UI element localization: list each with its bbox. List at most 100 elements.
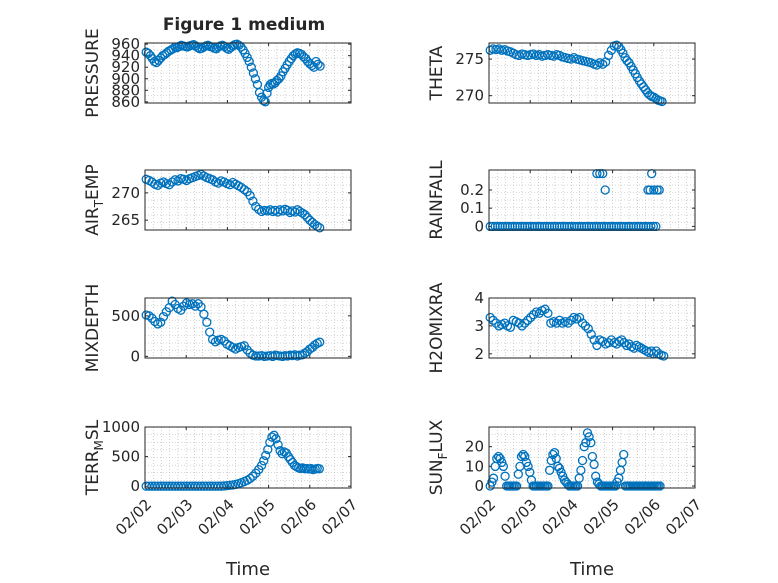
data-point	[549, 447, 560, 458]
data-point	[181, 481, 192, 491]
y-axis-label-main: PRESSURE	[83, 28, 103, 117]
data-point	[659, 351, 669, 361]
data-point	[290, 49, 301, 59]
data-point	[586, 329, 596, 339]
series-h2omixra	[485, 304, 669, 361]
data-point	[250, 74, 261, 84]
data-point	[248, 471, 258, 481]
panel-air_temp: 265 270 AIRTEMP	[83, 164, 352, 236]
data-point	[598, 336, 608, 346]
data-point	[525, 312, 536, 323]
y-tick-label: 275	[455, 50, 484, 68]
axes-frame	[144, 426, 352, 489]
y-tick-label: 4	[474, 289, 484, 307]
y-axis-label: SUNFLUX	[427, 419, 450, 495]
x-tick-label: 02/05	[580, 496, 623, 539]
y-axis-label-sub: M	[92, 440, 106, 450]
x-tick-label: 02/06	[277, 496, 320, 539]
y-tick-label: 880	[111, 81, 140, 99]
y-axis-label: MIXDEPTH	[83, 284, 103, 373]
data-point	[518, 449, 528, 460]
data-point	[618, 48, 628, 58]
data-point	[576, 465, 586, 475]
y-axis-label-main: AIR	[83, 207, 103, 236]
y-axis-label: TERRMSL	[83, 419, 106, 496]
data-point	[589, 459, 599, 470]
data-point	[310, 340, 320, 350]
data-point	[245, 473, 255, 484]
series-sun_flux	[485, 428, 665, 491]
data-point	[591, 471, 601, 481]
data-point	[225, 180, 235, 190]
data-point	[193, 481, 203, 491]
y-tick-label: 0	[474, 477, 484, 495]
data-point	[517, 321, 527, 331]
data-point	[546, 455, 556, 466]
data-point	[655, 481, 665, 491]
data-point	[213, 178, 223, 188]
data-point	[245, 348, 255, 358]
panel-theta: 270 275 THETA	[427, 40, 696, 107]
data-point	[523, 315, 533, 325]
data-point	[657, 96, 667, 107]
data-point	[498, 461, 509, 472]
x-tick-label: 02/03	[497, 496, 540, 539]
data-point	[158, 311, 169, 322]
data-point	[579, 442, 589, 452]
data-point	[554, 315, 565, 325]
data-point	[574, 312, 585, 323]
y-axis-label-main: SUN	[427, 459, 447, 495]
y-axis-label-main: H2OMIXRA	[427, 282, 447, 373]
data-point	[543, 308, 553, 318]
axes-frame	[144, 169, 352, 231]
y-tick-label: 265	[111, 211, 140, 229]
data-point	[528, 310, 539, 320]
y-tick-label: 0	[130, 477, 140, 495]
data-point	[261, 450, 271, 461]
data-point	[485, 312, 495, 323]
data-point	[199, 309, 209, 319]
y-axis-label: AIRTEMP	[83, 164, 106, 235]
data-point	[563, 318, 573, 328]
data-point	[236, 182, 247, 193]
data-point	[315, 61, 325, 71]
axes-frame	[488, 297, 696, 359]
axes-frame	[488, 426, 696, 489]
x-tick-label: 02/02	[456, 496, 499, 539]
data-point	[598, 59, 608, 69]
data-point	[246, 62, 256, 72]
y-tick-label: 960	[111, 35, 140, 53]
data-point	[314, 464, 324, 474]
data-point	[589, 335, 599, 345]
y-axis-label-tail: SL	[83, 419, 103, 440]
data-point	[523, 461, 533, 472]
data-point	[187, 299, 198, 309]
x-tick-label: 02/04	[538, 496, 581, 539]
data-point	[262, 88, 272, 98]
data-point	[239, 184, 249, 195]
data-point	[260, 97, 270, 107]
data-point	[265, 79, 275, 90]
x-tick-label: 02/04	[194, 496, 237, 539]
y-axis-label: H2OMIXRA	[427, 282, 447, 373]
y-axis-label-main: THETA	[427, 45, 447, 101]
series-theta	[485, 40, 667, 107]
axes-frame	[488, 169, 696, 231]
data-point	[603, 50, 614, 61]
y-tick-label: 1000	[102, 418, 140, 436]
data-point	[199, 481, 209, 491]
data-point	[273, 440, 283, 450]
series-pressure	[141, 39, 325, 107]
data-point	[147, 481, 157, 491]
y-tick-label: 0	[474, 217, 484, 235]
data-point	[259, 96, 269, 106]
data-point	[164, 180, 174, 190]
data-point	[150, 316, 160, 327]
y-axis-label-sub: F	[436, 452, 450, 459]
series-air_temp	[141, 169, 325, 233]
y-tick-label: 920	[111, 58, 140, 76]
data-point	[514, 318, 524, 328]
data-point	[566, 315, 576, 325]
